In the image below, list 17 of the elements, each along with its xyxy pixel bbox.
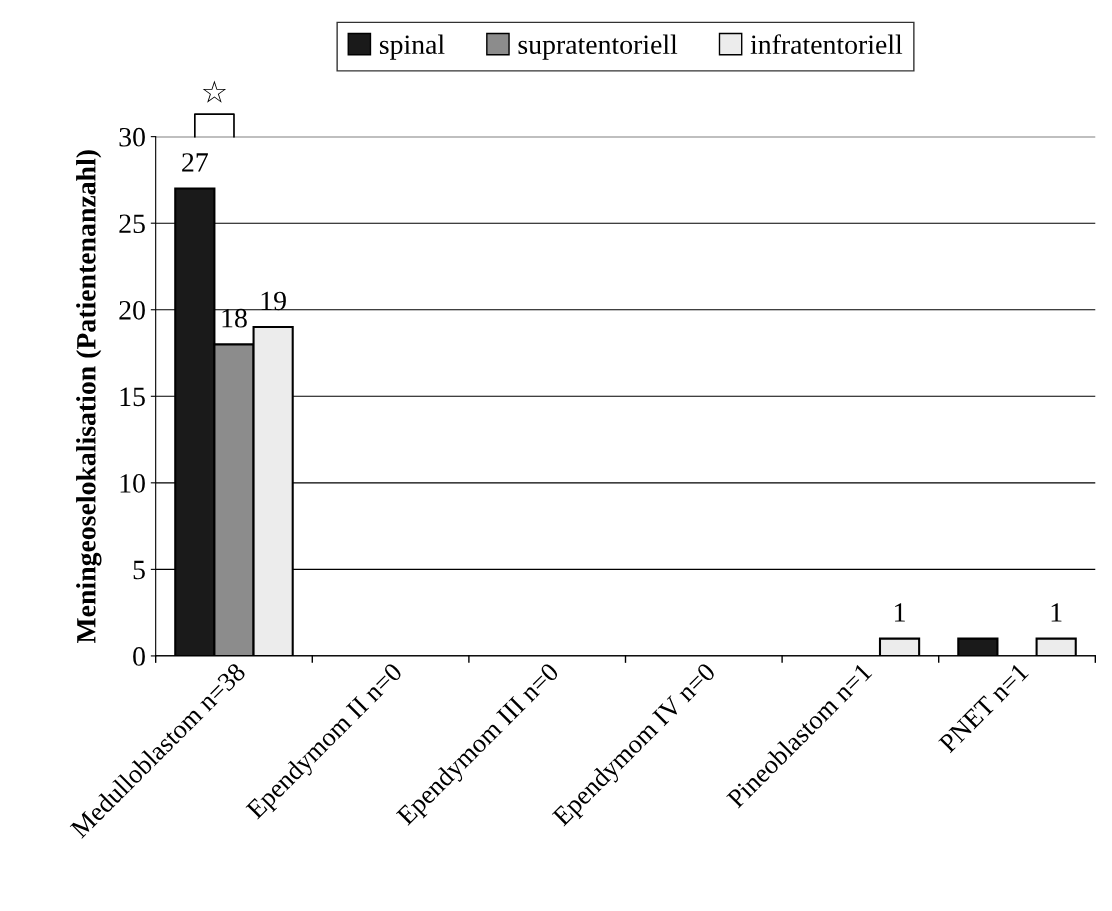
legend-label: infratentoriell bbox=[750, 34, 903, 55]
data-label: 1 bbox=[1051, 603, 1062, 622]
legend-label: supratentoriell bbox=[518, 34, 678, 60]
y-tick-label: 10 bbox=[120, 474, 145, 493]
legend-label: spinal bbox=[379, 34, 445, 60]
data-label: 27 bbox=[182, 153, 208, 172]
y-tick-label: 25 bbox=[119, 214, 145, 234]
text: ☆ bbox=[202, 80, 227, 103]
y-axis-title: Meningeoselokalisation (Patientenanzahl) bbox=[76, 150, 102, 644]
y-tick-label: 0 bbox=[133, 647, 145, 666]
data-label: 1 bbox=[895, 603, 905, 622]
data-label: 19 bbox=[261, 291, 286, 311]
y-tick-label: 5 bbox=[133, 560, 145, 580]
data-label: 18 bbox=[222, 308, 247, 328]
y-tick-label: 30 bbox=[119, 127, 145, 147]
y-tick-label: 15 bbox=[120, 387, 145, 407]
y-tick-label: 20 bbox=[119, 300, 145, 320]
